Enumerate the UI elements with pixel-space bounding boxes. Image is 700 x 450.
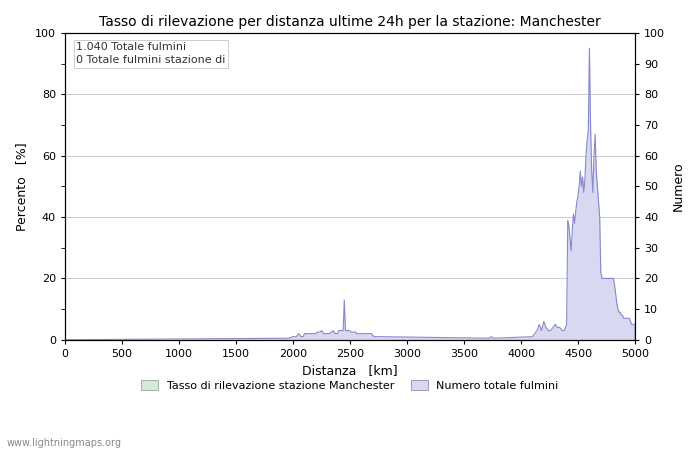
Text: www.lightningmaps.org: www.lightningmaps.org (7, 438, 122, 448)
Y-axis label: Numero: Numero (672, 162, 685, 211)
Text: 1.040 Totale fulmini
0 Totale fulmini stazione di: 1.040 Totale fulmini 0 Totale fulmini st… (76, 42, 225, 65)
Legend: Tasso di rilevazione stazione Manchester, Numero totale fulmini: Tasso di rilevazione stazione Manchester… (137, 376, 563, 396)
Title: Tasso di rilevazione per distanza ultime 24h per la stazione: Manchester: Tasso di rilevazione per distanza ultime… (99, 15, 601, 29)
Y-axis label: Percento   [%]: Percento [%] (15, 142, 28, 231)
X-axis label: Distanza   [km]: Distanza [km] (302, 364, 398, 378)
